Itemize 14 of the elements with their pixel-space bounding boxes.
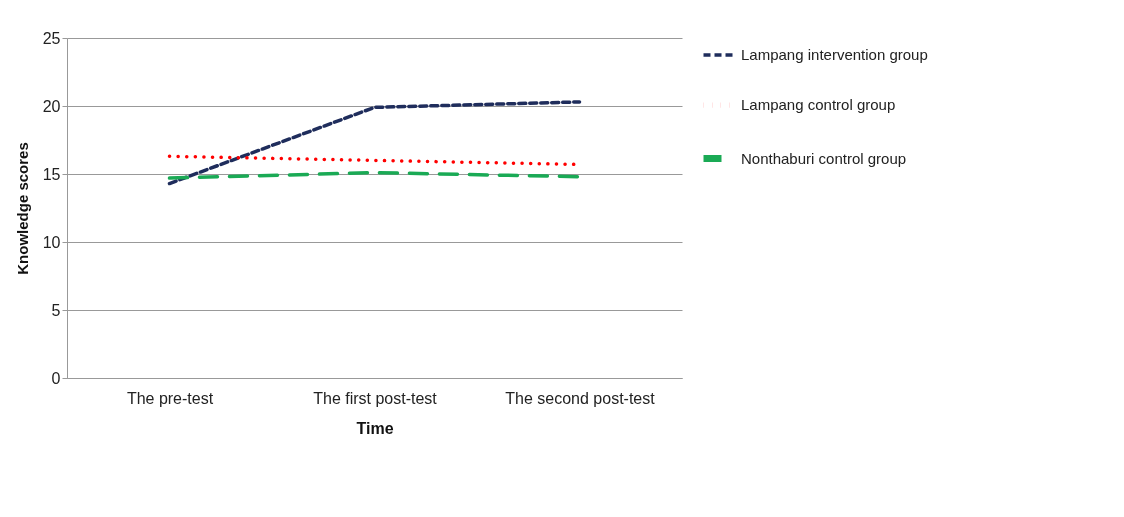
y-tick-label: 25	[42, 29, 61, 47]
x-tick-label: The first post-test	[313, 389, 438, 407]
y-tick-label: 5	[51, 301, 61, 319]
x-tick-label: The pre-test	[126, 389, 214, 407]
legend-label: Lampang intervention group	[741, 46, 928, 63]
legend-label: Lampang control group	[741, 96, 896, 113]
x-axis-title: Time	[356, 419, 394, 437]
y-axis-title: Knowledge scores	[13, 142, 31, 275]
y-tick-label: 15	[42, 165, 61, 183]
legend-label: Nonthaburi control group	[741, 149, 907, 167]
y-tick-label: 0	[51, 369, 61, 387]
x-tick-label: The second post-test	[505, 389, 656, 407]
y-tick-label: 20	[42, 97, 61, 115]
y-tick-label: 10	[42, 233, 61, 251]
